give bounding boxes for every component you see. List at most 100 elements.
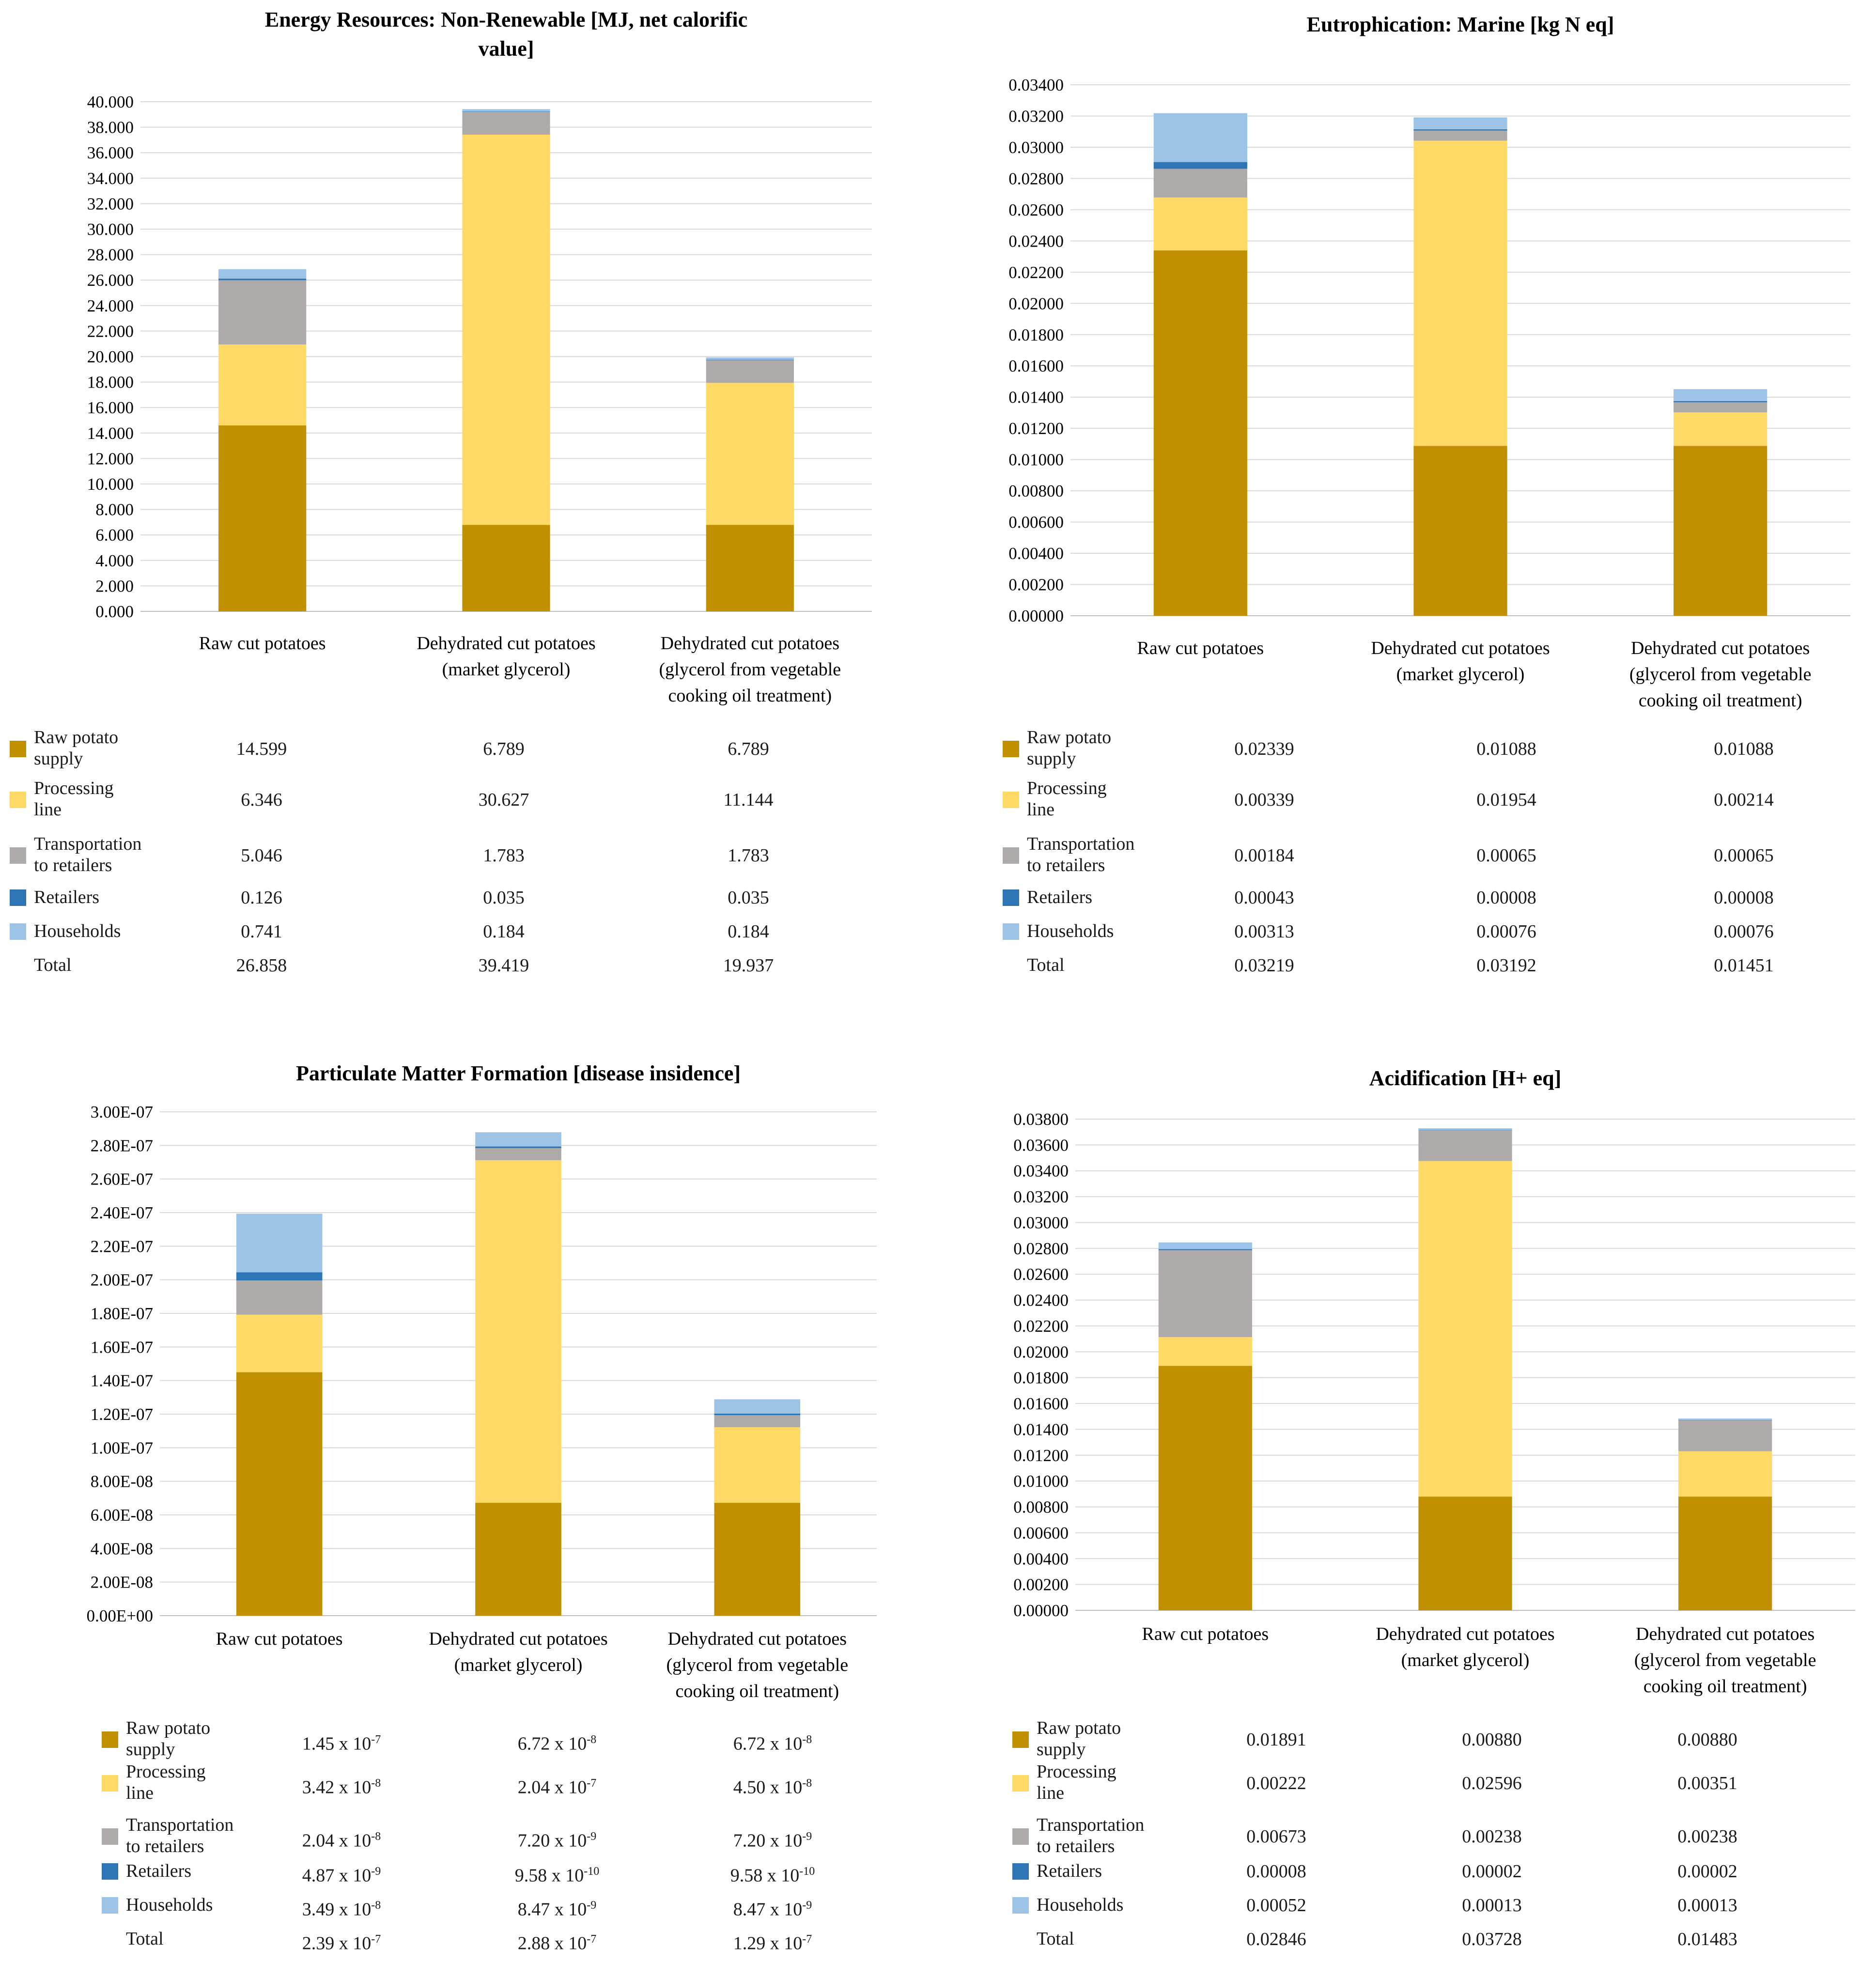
legend-swatch bbox=[102, 1731, 118, 1748]
table-value: 1.29 x 10-7 bbox=[733, 1933, 812, 1954]
bar-segment-raw-potato-supply bbox=[714, 1503, 801, 1616]
table-value: 0.02596 bbox=[1462, 1773, 1522, 1793]
legend-swatch bbox=[1012, 1863, 1029, 1880]
bar-segment-transportation-to-retailers bbox=[236, 1280, 323, 1315]
table-value: 0.00238 bbox=[1462, 1826, 1522, 1847]
bar-segment-processing-line bbox=[714, 1427, 801, 1503]
table-value: 0.00880 bbox=[1462, 1730, 1522, 1750]
table-row-households: Households 0.741 0.184 0.184 bbox=[0, 920, 901, 965]
legend-label: Processing line bbox=[1027, 778, 1107, 820]
table-value: 0.184 bbox=[483, 921, 525, 942]
legend-swatch bbox=[10, 889, 26, 906]
table-value: 0.01483 bbox=[1677, 1929, 1737, 1949]
table-value: 4.87 x 10-9 bbox=[302, 1865, 381, 1886]
chart-title: Eutrophication: Marine [kg N eq] bbox=[1307, 13, 1614, 36]
table-value: 0.035 bbox=[728, 888, 769, 908]
legend-label: Transportation to retailers bbox=[1037, 1815, 1145, 1856]
table-value: 9.58 x 10-10 bbox=[514, 1865, 600, 1886]
table-row-households: Households 0.00052 0.00013 0.00013 bbox=[969, 1894, 1876, 1939]
legend-label: Retailers bbox=[1037, 1861, 1102, 1881]
y-tick-label: 0.02600 bbox=[1008, 201, 1064, 219]
table-value: 0.00013 bbox=[1677, 1895, 1737, 1916]
table-value: 11.144 bbox=[723, 790, 774, 810]
table-value: 0.01451 bbox=[1714, 955, 1774, 976]
legend-label: Retailers bbox=[126, 1861, 192, 1881]
x-tick-label: (glycerol from vegetable bbox=[659, 659, 841, 680]
table-value: 39.419 bbox=[478, 955, 529, 976]
table-value: 4.50 x 10-8 bbox=[733, 1777, 812, 1798]
bar-segment-households bbox=[706, 357, 794, 360]
legend-label: Households bbox=[126, 1895, 213, 1915]
y-tick-label: 38.000 bbox=[87, 118, 134, 137]
table-value: 0.126 bbox=[241, 888, 282, 908]
legend-swatch bbox=[1003, 923, 1019, 940]
y-tick-label: 22.000 bbox=[87, 322, 134, 341]
bar-segment-transportation-to-retailers bbox=[1158, 1250, 1252, 1338]
x-tick-label: cooking oil treatment) bbox=[1643, 1676, 1807, 1697]
bar-segment-transportation-to-retailers bbox=[462, 112, 550, 135]
table-value: 7.20 x 10-9 bbox=[517, 1830, 597, 1851]
y-tick-label: 0.02800 bbox=[1008, 169, 1064, 188]
legend-label: Raw potato supply bbox=[1027, 727, 1112, 769]
table-value: 0.00008 bbox=[1246, 1861, 1306, 1882]
y-tick-label: 4.000 bbox=[95, 551, 134, 570]
bar-segment-households bbox=[1158, 1242, 1252, 1249]
table-value: 0.03219 bbox=[1234, 955, 1294, 976]
bar-segment-retailers bbox=[1413, 129, 1507, 131]
table-value: 0.00238 bbox=[1677, 1826, 1737, 1847]
table-value: 6.789 bbox=[483, 739, 525, 759]
eutrophication-marine-panel: Eutrophication: Marine [kg N eq] 0.00000 0… bbox=[969, 0, 1876, 1017]
x-tick-label: (market glycerol) bbox=[1401, 1650, 1530, 1670]
table-row-raw-potato-supply: Raw potato supply 0.01891 0.00880 0.00880 bbox=[969, 1717, 1876, 1762]
table-value: 0.01891 bbox=[1246, 1730, 1306, 1750]
bar-segment-households bbox=[714, 1399, 801, 1414]
legend-label: Raw potato supply bbox=[126, 1718, 211, 1760]
y-tick-label: 2.000 bbox=[95, 577, 134, 595]
table-value: 8.47 x 10-9 bbox=[517, 1899, 597, 1920]
bar-segment-raw-potato-supply bbox=[462, 525, 550, 611]
y-tick-label: 1.80E-07 bbox=[91, 1304, 153, 1323]
table-value: 0.00313 bbox=[1234, 921, 1294, 942]
bar-segment-transportation-to-retailers bbox=[1413, 130, 1507, 141]
table-value: 0.03728 bbox=[1462, 1929, 1522, 1949]
table-row-retailers: Retailers 0.126 0.035 0.035 bbox=[0, 887, 901, 931]
bar-segment-transportation-to-retailers bbox=[1153, 169, 1247, 198]
table-value: 0.00002 bbox=[1677, 1861, 1737, 1882]
table-row-raw-potato-supply: Raw potato supply 1.45 x 10-7 6.72 x 10-8 6.… bbox=[0, 1717, 901, 1762]
legend-label: Raw potato supply bbox=[34, 727, 119, 769]
chart-title: value] bbox=[479, 37, 534, 61]
y-tick-label: 30.000 bbox=[87, 220, 134, 239]
chart-svg: Energy Resources: Non-Renewable [MJ, net… bbox=[87, 8, 872, 706]
bar-segment-households bbox=[236, 1214, 323, 1273]
y-tick-label: 0.01200 bbox=[1013, 1446, 1069, 1465]
bar-segment-processing-line bbox=[1418, 1161, 1512, 1497]
bar-segment-processing-line bbox=[1413, 140, 1507, 446]
table-row-households: Households 3.49 x 10-8 8.47 x 10-9 8.47 x 1… bbox=[0, 1894, 901, 1939]
bar-segment-retailers bbox=[1674, 401, 1767, 403]
bar-segment-processing-line bbox=[236, 1314, 323, 1372]
table-value: 6.72 x 10-8 bbox=[733, 1733, 812, 1754]
x-tick-label: Raw cut potatoes bbox=[216, 1629, 343, 1649]
legend-label: Total bbox=[1037, 1929, 1074, 1949]
y-tick-label: 3.00E-07 bbox=[91, 1103, 153, 1122]
bar-segment-transportation-to-retailers bbox=[1678, 1420, 1772, 1451]
table-value: 0.184 bbox=[728, 921, 769, 942]
y-tick-label: 0.03200 bbox=[1008, 107, 1064, 125]
y-tick-label: 0.01800 bbox=[1013, 1369, 1069, 1387]
y-tick-label: 2.40E-07 bbox=[91, 1203, 153, 1222]
chart-title: Particulate Matter Formation [disease in… bbox=[296, 1061, 741, 1085]
x-tick-label: cooking oil treatment) bbox=[675, 1681, 839, 1701]
table-value: 5.046 bbox=[241, 845, 282, 866]
table-row-transportation-to-retailers: Transportation to retailers 0.00184 0.00065… bbox=[969, 833, 1876, 878]
table-value: 0.02846 bbox=[1246, 1929, 1306, 1949]
legend-label: Households bbox=[34, 921, 121, 941]
table-value: 0.00222 bbox=[1246, 1773, 1306, 1793]
y-tick-label: 2.60E-07 bbox=[91, 1170, 153, 1189]
legend-swatch bbox=[1012, 1828, 1029, 1845]
table-value: 30.627 bbox=[478, 790, 529, 810]
table-row-raw-potato-supply: Raw potato supply 14.599 6.789 6.789 bbox=[0, 727, 901, 771]
table-value: 0.00043 bbox=[1234, 888, 1294, 908]
y-tick-label: 12.000 bbox=[87, 449, 134, 468]
table-value: 0.00339 bbox=[1234, 790, 1294, 810]
bar-segment-transportation-to-retailers bbox=[1674, 402, 1767, 413]
